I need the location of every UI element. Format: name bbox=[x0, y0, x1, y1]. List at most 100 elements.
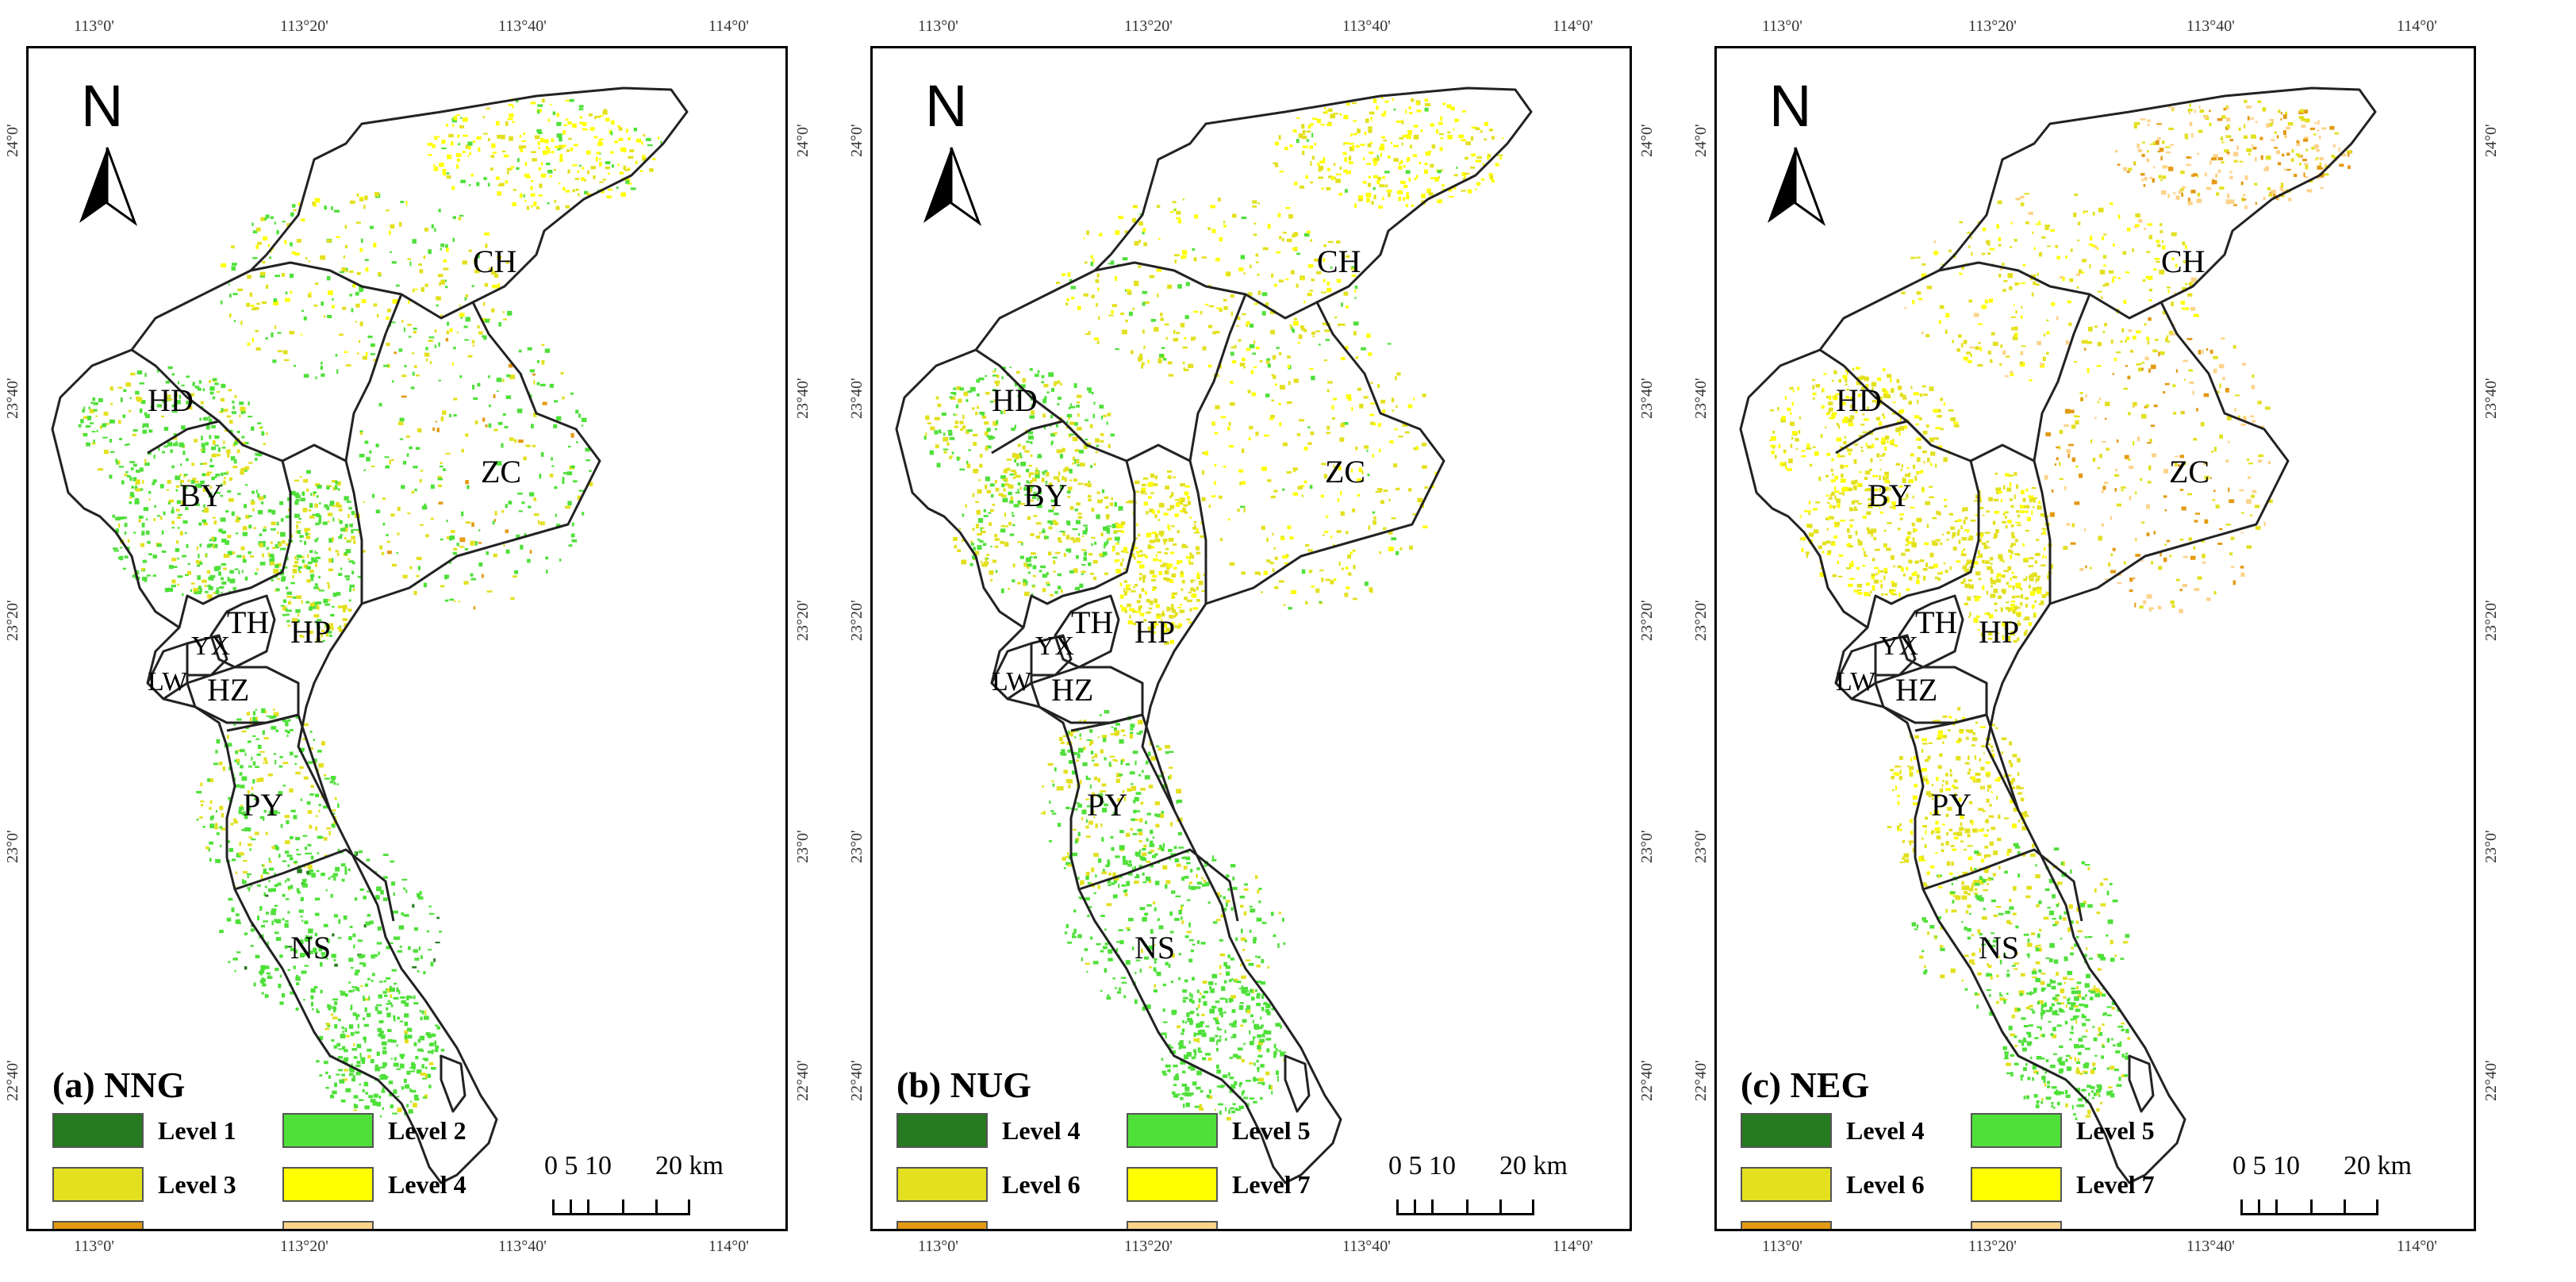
grain-patch bbox=[286, 591, 292, 595]
grain-patch bbox=[1077, 754, 1081, 758]
grain-patch bbox=[1261, 994, 1265, 999]
grain-patch bbox=[171, 507, 174, 512]
grain-patch bbox=[382, 854, 389, 856]
grain-patch bbox=[330, 623, 333, 628]
grain-patch bbox=[2165, 337, 2169, 343]
grain-patch bbox=[1163, 577, 1168, 581]
grain-patch bbox=[1103, 869, 1105, 872]
grain-patch bbox=[1260, 591, 1263, 593]
grain-patch bbox=[438, 379, 441, 382]
grain-patch bbox=[1000, 524, 1005, 528]
grain-patch bbox=[1986, 240, 1991, 244]
grain-patch bbox=[310, 785, 314, 789]
grain-patch bbox=[251, 490, 255, 494]
grain-patch bbox=[1146, 760, 1149, 765]
grain-patch bbox=[2122, 251, 2127, 255]
grain-patch bbox=[1127, 620, 1134, 624]
grain-patch bbox=[1020, 462, 1027, 466]
grain-patch bbox=[1440, 169, 1444, 171]
grain-patch bbox=[178, 381, 179, 385]
grain-patch bbox=[549, 474, 554, 478]
grain-patch bbox=[585, 459, 590, 462]
grain-patch bbox=[1218, 198, 1221, 202]
grain-patch bbox=[1282, 555, 1288, 558]
grain-patch bbox=[437, 478, 443, 481]
grain-patch bbox=[1370, 421, 1375, 425]
grain-patch bbox=[560, 371, 564, 375]
grain-patch bbox=[182, 446, 184, 448]
grain-patch bbox=[486, 551, 489, 555]
grain-patch bbox=[955, 404, 959, 409]
grain-patch bbox=[278, 765, 283, 768]
grain-patch bbox=[118, 523, 121, 528]
grain-patch bbox=[252, 257, 258, 259]
grain-patch bbox=[1215, 1019, 1219, 1023]
grain-patch bbox=[1257, 1069, 1260, 1073]
grain-patch bbox=[1255, 955, 1257, 958]
grain-patch bbox=[540, 173, 547, 178]
grain-patch bbox=[995, 487, 1000, 492]
grain-patch bbox=[422, 1077, 428, 1080]
grain-patch bbox=[1196, 873, 1198, 878]
grain-patch bbox=[1064, 466, 1069, 472]
grain-patch bbox=[1413, 125, 1419, 128]
grain-patch bbox=[456, 164, 459, 169]
grain-patch bbox=[213, 592, 217, 594]
grain-patch bbox=[305, 878, 307, 882]
grain-patch bbox=[1285, 278, 1289, 281]
grain-patch bbox=[257, 915, 259, 921]
grain-patch bbox=[1215, 1000, 1220, 1004]
grain-patch bbox=[1119, 845, 1125, 850]
grain-patch bbox=[411, 1061, 415, 1065]
grain-patch bbox=[1138, 773, 1142, 777]
grain-patch bbox=[275, 937, 282, 941]
grain-patch bbox=[1255, 875, 1258, 879]
grain-patch bbox=[581, 177, 585, 181]
grain-patch bbox=[941, 413, 946, 416]
grain-patch bbox=[140, 400, 146, 405]
lat-tick-right: 22°40' bbox=[1638, 1060, 1656, 1101]
grain-patch bbox=[403, 1078, 407, 1083]
grain-patch bbox=[216, 491, 221, 494]
grain-patch bbox=[1399, 137, 1404, 140]
grain-patch bbox=[380, 889, 384, 895]
grain-patch bbox=[1012, 512, 1014, 515]
grain-patch bbox=[1456, 167, 1458, 169]
grain-patch bbox=[335, 480, 338, 483]
grain-patch bbox=[629, 149, 635, 152]
grain-patch bbox=[1147, 482, 1152, 487]
grain-patch bbox=[474, 420, 478, 424]
grain-patch bbox=[296, 524, 298, 529]
grain-patch bbox=[1305, 175, 1308, 179]
grain-patch bbox=[198, 585, 202, 590]
grain-patch bbox=[298, 569, 301, 572]
grain-patch bbox=[1107, 881, 1111, 884]
grain-patch bbox=[457, 134, 460, 138]
grain-patch bbox=[116, 461, 118, 465]
grain-patch bbox=[1230, 978, 1234, 981]
grain-patch bbox=[359, 289, 363, 293]
grain-patch bbox=[336, 592, 339, 595]
grain-patch bbox=[1241, 989, 1244, 992]
grain-patch bbox=[1004, 542, 1009, 547]
grain-patch bbox=[494, 511, 497, 516]
grain-patch bbox=[484, 232, 489, 236]
grain-patch bbox=[2091, 244, 2095, 248]
grain-patch bbox=[1157, 359, 1162, 364]
lat-tick-right: 23°20' bbox=[1638, 600, 1656, 641]
grain-patch bbox=[1232, 1034, 1237, 1038]
grain-patch bbox=[345, 549, 351, 554]
grain-patch bbox=[376, 942, 382, 945]
grain-patch bbox=[328, 584, 330, 589]
grain-patch bbox=[1992, 341, 1998, 346]
grain-patch bbox=[1271, 912, 1274, 916]
grain-patch bbox=[212, 536, 214, 541]
legend-swatch bbox=[282, 1113, 374, 1148]
grain-patch bbox=[234, 395, 237, 398]
grain-patch bbox=[1381, 136, 1385, 139]
grain-patch bbox=[1092, 756, 1095, 759]
grain-patch bbox=[265, 214, 270, 219]
grain-patch bbox=[1091, 392, 1094, 395]
grain-patch bbox=[1167, 1069, 1171, 1073]
grain-patch bbox=[147, 452, 152, 455]
